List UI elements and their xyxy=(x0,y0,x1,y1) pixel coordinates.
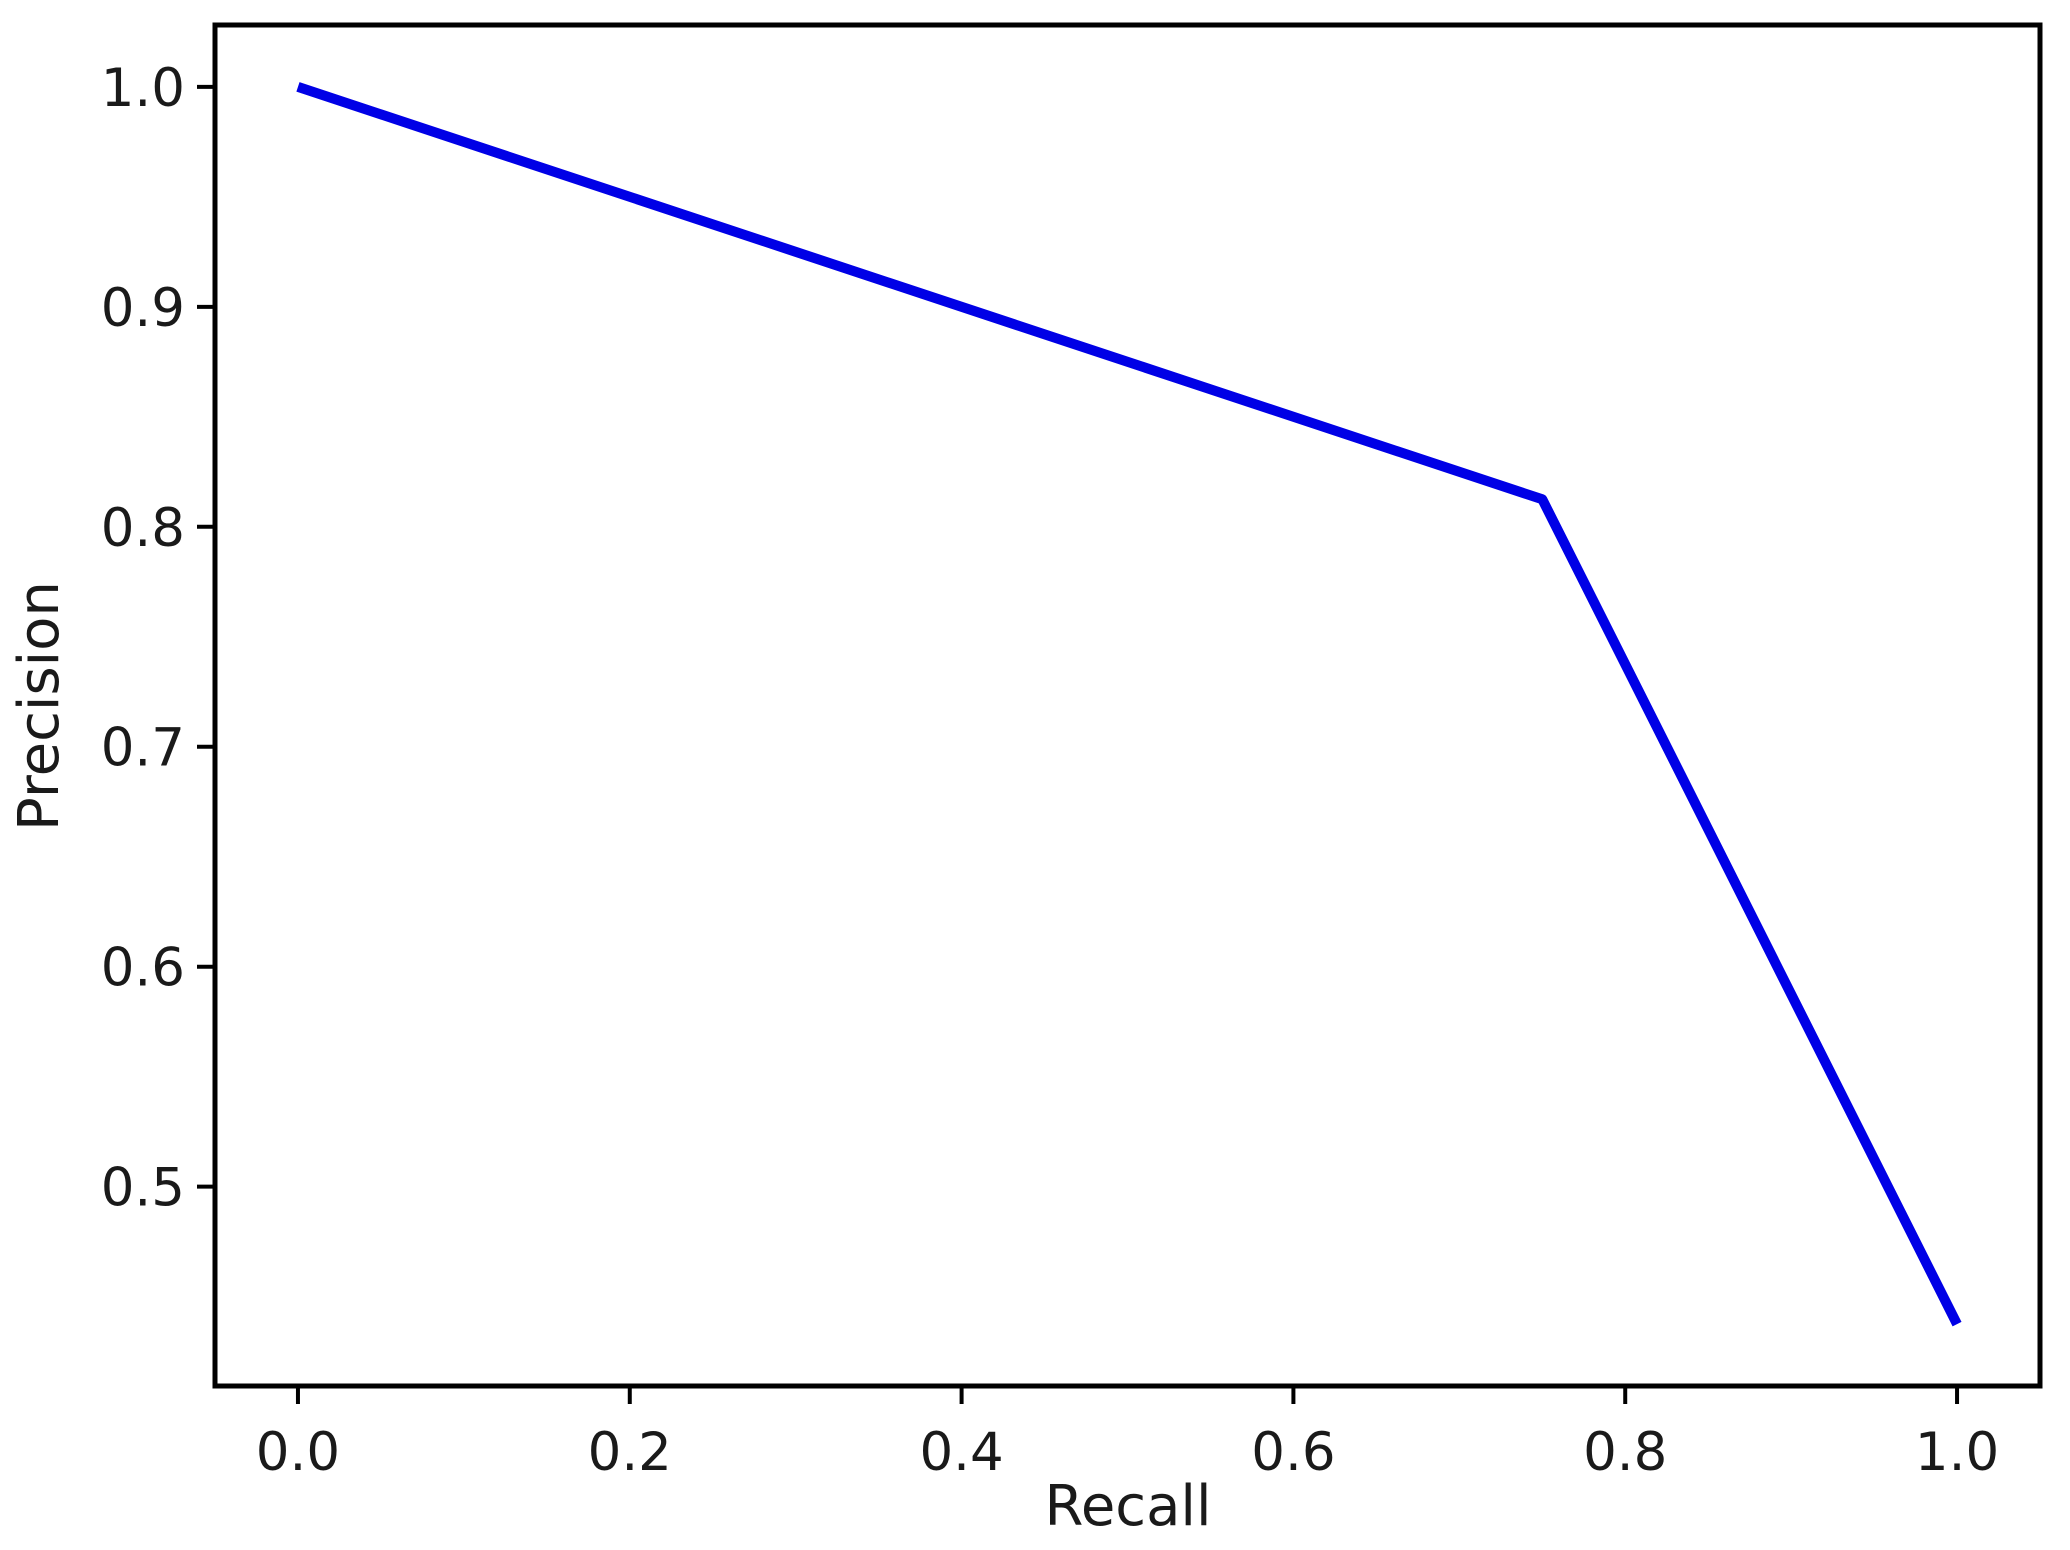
plot-area: 0.0 0.2 0.4 0.6 0.8 1.0 0.5 0.6 0.7 0.8 0.9 1.0 xyxy=(101,22,2043,1483)
x-tick-label: 0.8 xyxy=(1583,1422,1667,1483)
y-tick-label: 0.5 xyxy=(101,1158,185,1219)
x-axis-label: Recall xyxy=(1044,1474,1211,1539)
y-axis-label: Precision xyxy=(7,581,72,831)
plot-border xyxy=(212,22,2043,1389)
y-tick-label: 1.0 xyxy=(101,58,185,119)
precision-recall-curve-line xyxy=(296,82,1962,1327)
x-tick-label: 0.0 xyxy=(256,1422,340,1483)
x-tick-label: 1.0 xyxy=(1915,1422,1999,1483)
x-tick-label: 0.2 xyxy=(588,1422,672,1483)
y-tick-label: 0.8 xyxy=(101,498,185,559)
y-tick-label: 0.9 xyxy=(101,278,185,339)
x-tick-label: 0.6 xyxy=(1251,1422,1335,1483)
y-tick-label: 0.6 xyxy=(101,938,185,999)
x-tick-label: 0.4 xyxy=(919,1422,1003,1483)
y-tick-label: 0.7 xyxy=(101,718,185,779)
